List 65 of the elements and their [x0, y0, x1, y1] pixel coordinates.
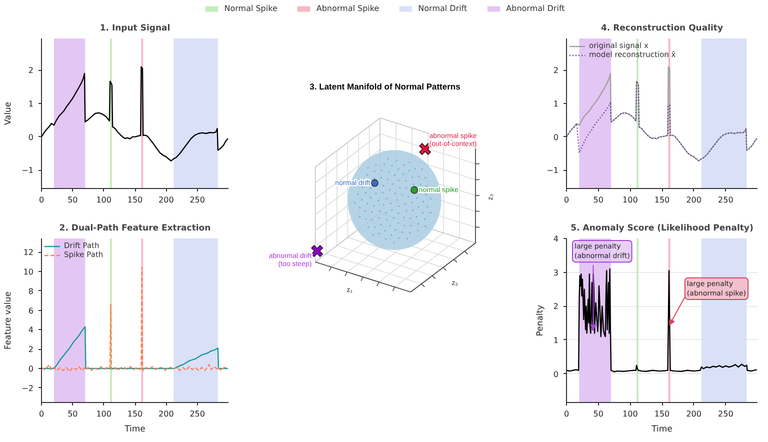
legend-label: Abnormal Spike [316, 3, 380, 13]
y-axis-title: Penalty [535, 304, 546, 336]
x-tick-label: 100 [622, 196, 638, 204]
x-tick-label: 250 [190, 196, 205, 204]
x-tick-label: 250 [718, 410, 734, 418]
y-tick-label: 2 [553, 302, 559, 312]
x-axis-title: Time [650, 424, 672, 434]
x-tick-label: 100 [96, 196, 112, 204]
x-tick-label: 0 [564, 196, 570, 204]
legend-label: Normal Drift [418, 3, 468, 13]
y-tick-label: 2 [553, 66, 559, 76]
y-tick-label: 12 [23, 248, 34, 258]
x-tick-label: 50 [68, 410, 78, 418]
line-series [566, 66, 758, 162]
y-tick-label: 2 [28, 345, 34, 354]
y-tick-label: 4 [28, 326, 34, 335]
y-tick-label: 3 [553, 268, 559, 278]
y-axis-title: Value [4, 102, 14, 126]
legend-label: Abnormal Drift [506, 3, 565, 13]
y-tick-label: 0 [28, 364, 34, 374]
y-tick-label: 1 [553, 336, 559, 345]
y-tick-label: 2 [28, 66, 34, 76]
y-tick-label: 0 [553, 370, 559, 379]
y-axis-title: Feature value [4, 291, 14, 350]
line-series [42, 66, 228, 162]
x-tick-label: 250 [190, 410, 205, 418]
y-tick-label: 4 [553, 234, 559, 244]
x-tick-label: 150 [654, 196, 670, 204]
legend-label: Normal Spike [224, 3, 278, 13]
chart-title: 1. Input Signal [100, 24, 170, 34]
line-series [566, 268, 758, 372]
y-tick-label: 1 [553, 100, 559, 108]
x-tick-label: 150 [127, 196, 143, 204]
x-tick-label: 0 [38, 410, 44, 418]
y-tick-label: 0 [28, 132, 34, 142]
y-tick-label: 1 [28, 100, 34, 108]
y-tick-label: −1 [546, 166, 559, 176]
x-tick-label: 50 [593, 196, 604, 204]
x-tick-label: 150 [127, 410, 143, 418]
x-tick-label: 100 [96, 410, 112, 418]
x-tick-label: 200 [686, 196, 702, 204]
line-series [566, 80, 758, 162]
x-tick-label: 0 [564, 410, 570, 418]
x-tick-label: 50 [68, 196, 78, 204]
y-tick-label: 10 [23, 267, 34, 276]
x-tick-label: 150 [654, 410, 670, 418]
y-tick-label: 0 [553, 132, 559, 142]
y-tick-label: −1 [22, 166, 34, 176]
y-tick-label: 8 [28, 286, 34, 296]
chart-title: 4. Reconstruction Quality [600, 24, 724, 34]
x-tick-label: 200 [158, 410, 174, 418]
chart-title: 5. Anomaly Score (Likelihood Penalty) [570, 224, 754, 234]
x-axis-title: Time [124, 424, 146, 434]
text: 3. Latent Manifold of Normal Patterns [310, 81, 461, 92]
x-tick-label: 200 [686, 410, 702, 418]
x-tick-label: 50 [593, 410, 604, 418]
chart-title: 2. Dual-Path Feature Extraction [59, 224, 211, 234]
x-tick-label: 100 [622, 410, 638, 418]
x-tick-label: 250 [718, 196, 734, 204]
line-series [42, 326, 228, 370]
line-series [42, 267, 228, 372]
y-tick-label: −2 [22, 384, 34, 393]
x-tick-label: 200 [158, 196, 174, 204]
x-tick-label: 0 [38, 196, 44, 204]
y-tick-label: 6 [28, 306, 34, 316]
